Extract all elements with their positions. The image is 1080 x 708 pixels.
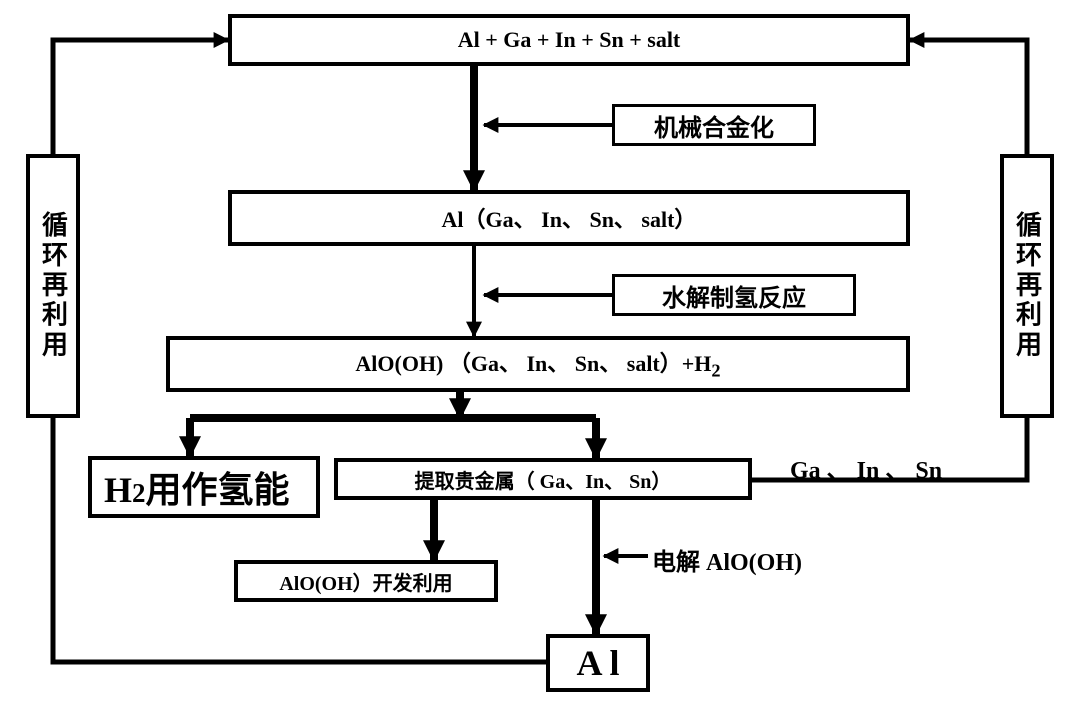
node-top-label: Al + Ga + In + Sn + salt — [458, 27, 681, 53]
node-alooh_dev: AlO(OH）开发利用 — [234, 560, 498, 602]
node-recycle_l: 循环再利用 — [26, 154, 80, 418]
node-h2: H2用作氢能 — [88, 456, 320, 518]
node-al: A l — [546, 634, 650, 692]
node-recycle_r: 循环再利用 — [1000, 154, 1054, 418]
node-alooh-label: AlO(OH) （Ga、 In、 Sn、 salt）+H2 — [355, 346, 720, 381]
node-alooh_dev-label: AlO(OH）开发利用 — [279, 567, 452, 596]
label-electrolysis: 电解 AlO(OH) — [652, 542, 802, 577]
node-top: Al + Ga + In + Sn + salt — [228, 14, 910, 66]
node-recycle_r-label: 循环再利用 — [1009, 211, 1046, 361]
label-hydrolysis: 水解制氢反应 — [612, 274, 856, 316]
node-alloy-label: Al（Ga、 In、 Sn、 salt） — [442, 202, 697, 234]
label-gainsn: Ga 、 In 、 Sn — [790, 450, 942, 485]
node-alooh: AlO(OH) （Ga、 In、 Sn、 salt）+H2 — [166, 336, 910, 392]
node-recycle_l-label: 循环再利用 — [35, 211, 72, 361]
edge-al-left — [53, 418, 546, 662]
node-al-label: A l — [576, 642, 619, 684]
label-mech: 机械合金化 — [612, 104, 816, 146]
edge-lrec-to-top — [53, 40, 228, 154]
node-extract-label: 提取贵金属（ Ga、In、 Sn） — [415, 465, 672, 494]
flowchart-canvas: Al + Ga + In + Sn + salt Al（Ga、 In、 Sn、 s… — [0, 0, 1080, 708]
node-extract: 提取贵金属（ Ga、In、 Sn） — [334, 458, 752, 500]
edge-rrec-to-top — [910, 40, 1027, 154]
node-h2-label: H2用作氢能 — [104, 461, 290, 513]
node-alloy: Al（Ga、 In、 Sn、 salt） — [228, 190, 910, 246]
